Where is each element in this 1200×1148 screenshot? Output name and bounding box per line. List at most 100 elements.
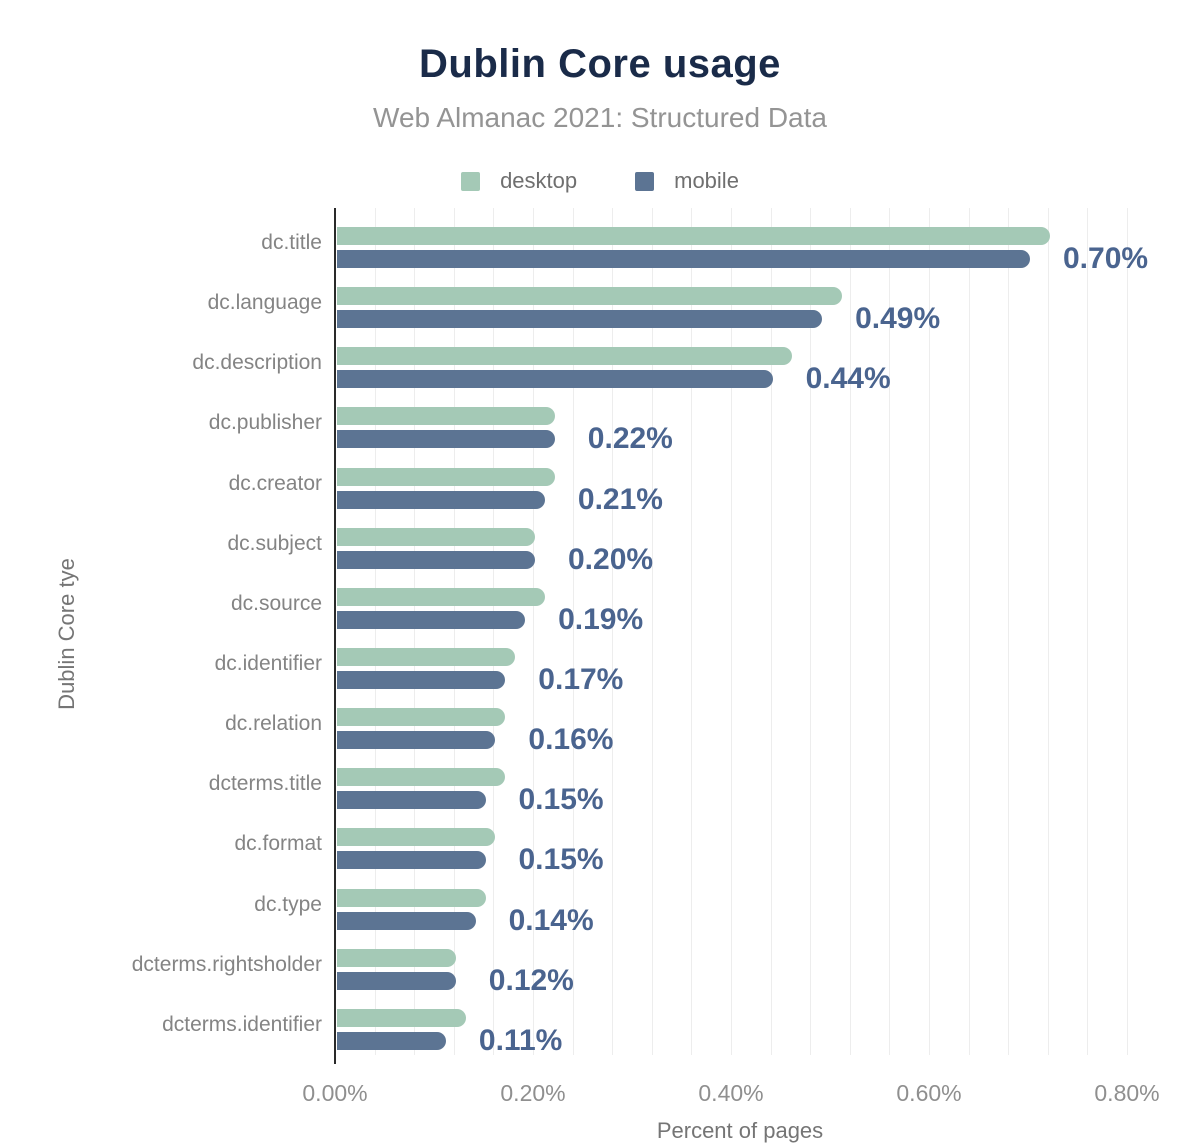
- y-axis-line: [334, 208, 336, 1064]
- mobile-bar: [337, 851, 486, 870]
- desktop-bar: [337, 948, 456, 967]
- mobile-bar: [337, 550, 535, 569]
- chart-subtitle: Web Almanac 2021: Structured Data: [373, 102, 827, 133]
- value-label: 0.19%: [558, 602, 644, 636]
- bar-row: dc.description 0.44%: [0, 333, 1200, 396]
- desktop-bar: [337, 768, 506, 787]
- desktop-bar: [337, 407, 555, 426]
- x-tick-label: 0.60%: [896, 1080, 962, 1106]
- mobile-bar: [337, 671, 506, 689]
- legend: desktop mobile: [0, 166, 1200, 196]
- desktop-bar: [337, 467, 555, 486]
- value-label: 0.44%: [805, 362, 891, 396]
- mobile-bar: [337, 791, 486, 810]
- gridline: [493, 208, 495, 1055]
- category-label: dc.subject: [227, 531, 322, 555]
- value-label: 0.14%: [508, 903, 594, 937]
- gridline: [1127, 208, 1128, 1055]
- x-axis-title: Percent of pages: [656, 1118, 824, 1143]
- gridline: [889, 208, 891, 1055]
- category-label: dcterms.identifier: [162, 1012, 322, 1036]
- legend-label-mobile: mobile: [674, 168, 739, 193]
- category-label: dc.creator: [228, 471, 322, 495]
- legend-label-desktop: desktop: [500, 168, 578, 193]
- bar-row: dc.type 0.14%: [0, 875, 1200, 937]
- bar-row: dcterms.identifier 0.11%: [0, 995, 1200, 1057]
- category-label: dc.format: [234, 832, 322, 856]
- legend-item-mobile: mobile: [635, 168, 739, 194]
- gridline: [691, 208, 693, 1055]
- value-label: 0.17%: [538, 663, 624, 696]
- bar-row: dc.creator 0.21%: [0, 454, 1200, 516]
- gridline: [1008, 208, 1010, 1055]
- chart-title: Dublin Core usage: [419, 42, 781, 86]
- bar-row: dc.language 0.49%: [0, 273, 1200, 336]
- desktop-bar: [337, 347, 793, 366]
- category-label: dc.source: [230, 591, 322, 615]
- category-label: dcterms.title: [208, 772, 322, 796]
- bar-row: dc.format 0.15%: [0, 814, 1200, 877]
- bar-row: dcterms.rightsholder 0.12%: [0, 935, 1200, 997]
- category-label: dc.language: [207, 291, 322, 315]
- mobile-bar: [337, 1031, 446, 1050]
- category-label: dc.description: [192, 351, 322, 375]
- category-label: dc.relation: [225, 712, 322, 736]
- value-label: 0.11%: [478, 1023, 563, 1057]
- value-label: 0.70%: [1063, 242, 1149, 275]
- bar-row: dc.publisher 0.22%: [0, 393, 1200, 456]
- mobile-bar: [337, 971, 456, 990]
- value-label: 0.20%: [568, 542, 654, 576]
- mobile-bar: [337, 430, 555, 449]
- bar-row: dc.source 0.19%: [0, 574, 1200, 636]
- gridline: [651, 208, 653, 1055]
- category-label: dc.identifier: [214, 652, 322, 675]
- mobile-bar: [337, 731, 496, 750]
- value-label: 0.22%: [587, 422, 673, 456]
- x-tick-label: 0.20%: [500, 1080, 566, 1106]
- desktop-bar: [337, 828, 496, 847]
- mobile-bar: [337, 490, 545, 509]
- category-label: dc.title: [261, 231, 322, 254]
- gridline: [1047, 208, 1049, 1055]
- desktop-bar: [337, 527, 535, 546]
- x-tick-label: 0.00%: [302, 1080, 368, 1106]
- gridline: [849, 208, 851, 1055]
- desktop-bar: [337, 1008, 466, 1027]
- bar-row: dc.subject 0.20%: [0, 514, 1200, 576]
- desktop-bar: [337, 888, 486, 907]
- bar-row: dc.relation 0.16%: [0, 694, 1200, 757]
- gridline: [731, 208, 732, 1055]
- gridline: [374, 208, 376, 1055]
- mobile-bar: [337, 610, 526, 629]
- gridline: [414, 208, 416, 1055]
- bar-row: dcterms.title 0.15%: [0, 754, 1200, 817]
- gridline: [572, 208, 574, 1055]
- desktop-bar: [337, 227, 1050, 245]
- value-label: 0.15%: [518, 843, 604, 877]
- value-label: 0.16%: [528, 723, 614, 757]
- desktop-swatch-icon: [461, 171, 481, 191]
- bar-row: dc.identifier 0.17%: [0, 634, 1200, 696]
- gridline: [968, 208, 970, 1055]
- mobile-bar: [337, 310, 823, 329]
- value-label: 0.12%: [488, 963, 574, 997]
- gridline: [1087, 208, 1089, 1055]
- gridline: [612, 208, 614, 1055]
- x-tick-label: 0.80%: [1094, 1080, 1160, 1106]
- desktop-bar: [337, 287, 842, 306]
- legend-item-desktop: desktop: [461, 168, 577, 194]
- x-tick-label: 0.40%: [698, 1080, 764, 1106]
- gridline: [770, 208, 772, 1055]
- mobile-bar: [337, 911, 476, 930]
- category-label: dc.publisher: [208, 411, 322, 435]
- mobile-bar: [337, 370, 773, 389]
- gridline: [810, 208, 812, 1055]
- mobile-bar: [337, 250, 1030, 268]
- value-label: 0.15%: [518, 783, 604, 817]
- gridline: [533, 208, 534, 1055]
- mobile-swatch-icon: [635, 171, 655, 191]
- value-label: 0.49%: [855, 302, 941, 336]
- category-label: dc.type: [254, 892, 322, 916]
- desktop-bar: [337, 648, 516, 666]
